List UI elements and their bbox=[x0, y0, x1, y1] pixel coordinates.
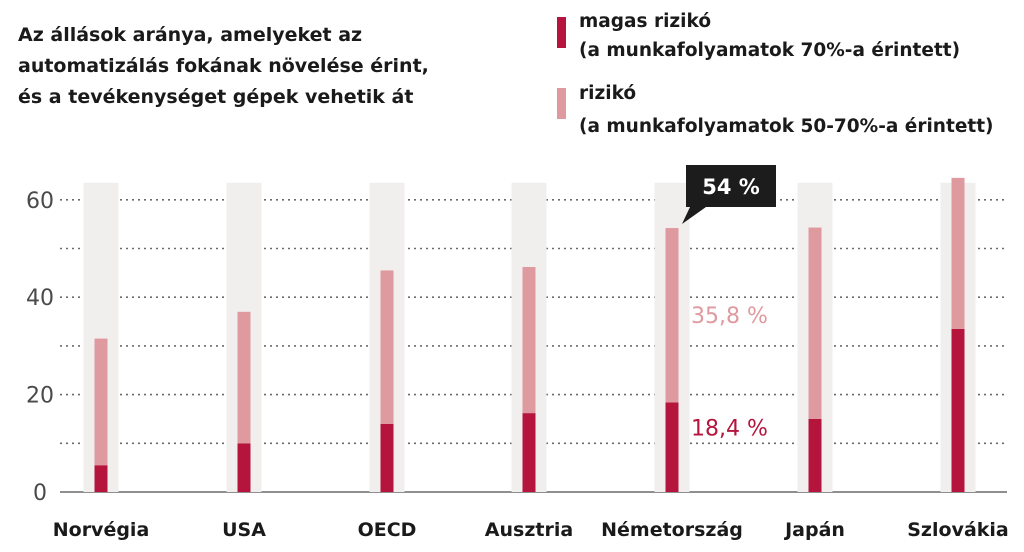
x-category-label: Németország bbox=[601, 519, 743, 541]
title-line-2: automatizálás fokának növelése érint, bbox=[18, 55, 429, 77]
bar-risk bbox=[380, 270, 394, 424]
bar-high-risk bbox=[94, 465, 108, 492]
x-category-label: OECD bbox=[358, 519, 417, 541]
x-category-label: Ausztria bbox=[485, 519, 573, 541]
bar-high-risk bbox=[951, 328, 965, 492]
y-tick-label: 60 bbox=[26, 189, 54, 214]
bar-risk bbox=[522, 267, 536, 414]
legend-label-high-risk: magas rizikó bbox=[579, 11, 711, 32]
bar-high-risk bbox=[522, 413, 536, 492]
title-line-1: Az állások aránya, amelyeket az bbox=[18, 24, 362, 46]
callout: 54 % 35,8 % 18,4 % bbox=[682, 165, 776, 441]
bar-high-risk bbox=[380, 423, 394, 492]
bars bbox=[94, 177, 965, 492]
callout-box bbox=[682, 165, 776, 225]
bar-risk bbox=[665, 228, 679, 403]
legend-swatch-high-risk bbox=[557, 17, 566, 48]
x-category-label: Norvégia bbox=[53, 519, 150, 541]
bar-high-risk bbox=[808, 418, 822, 492]
title-line-3: és a tevékenységet gépek vehetik át bbox=[18, 86, 413, 108]
y-tick-label: 0 bbox=[33, 481, 47, 506]
callout-high-risk-label: 18,4 % bbox=[691, 416, 768, 441]
callout-risk-label: 35,8 % bbox=[691, 304, 768, 329]
legend-swatch-risk bbox=[557, 88, 566, 119]
bar-risk bbox=[951, 177, 965, 329]
y-tick-label: 20 bbox=[26, 384, 54, 409]
callout-total-label: 54 % bbox=[702, 175, 760, 199]
bar-risk bbox=[237, 311, 251, 444]
bar-high-risk bbox=[237, 443, 251, 492]
bar-high-risk bbox=[665, 402, 679, 492]
legend-label-risk: rizikó bbox=[579, 83, 636, 104]
x-category-label: Szlovákia bbox=[907, 519, 1009, 541]
x-category-label: Japán bbox=[783, 519, 845, 541]
legend-sublabel-risk: (a munkafolyamatok 50-70%-a érintett) bbox=[579, 116, 994, 137]
y-axis: 0 20 40 60 bbox=[26, 189, 54, 506]
y-tick-label: 40 bbox=[26, 286, 54, 311]
bar-risk bbox=[808, 227, 822, 419]
legend-sublabel-high-risk: (a munkafolyamatok 70%-a érintett) bbox=[579, 40, 960, 61]
bar-risk bbox=[94, 338, 108, 466]
chart-title: Az állások aránya, amelyeket az automati… bbox=[18, 24, 429, 108]
x-category-label: USA bbox=[222, 519, 266, 541]
legend: magas rizikó (a munkafolyamatok 70%-a ér… bbox=[557, 11, 994, 137]
x-axis: Norvégia USA OECD Ausztria Németország Japán S… bbox=[53, 519, 1009, 541]
